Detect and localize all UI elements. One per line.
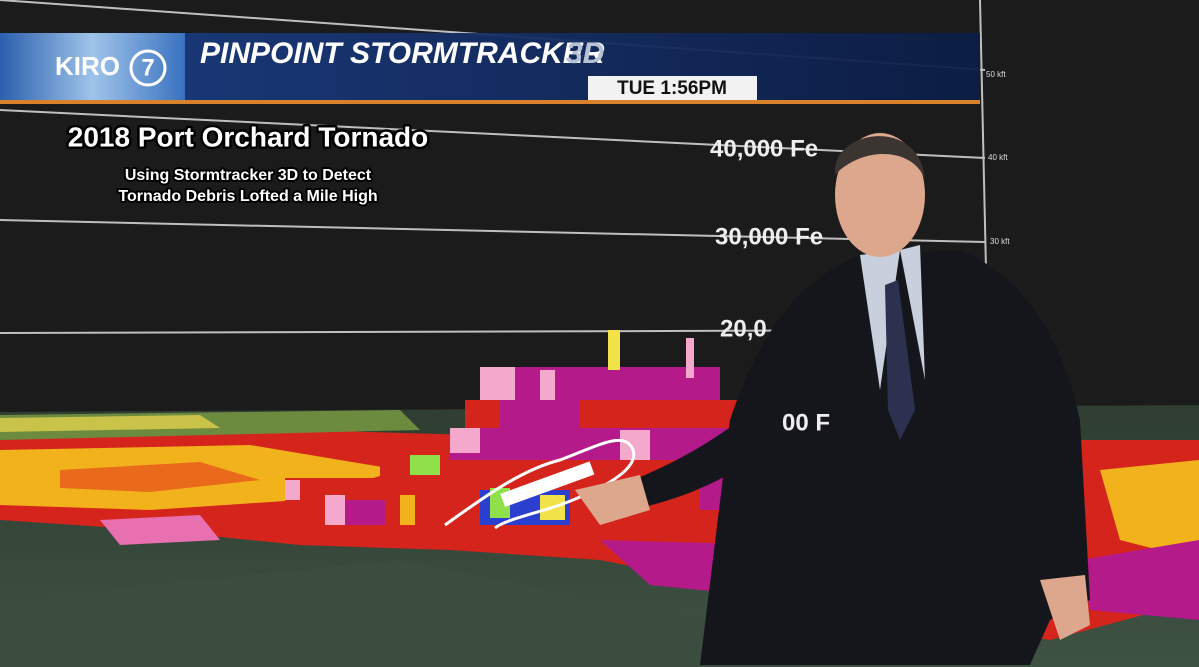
logo-channel: 7 bbox=[141, 54, 154, 81]
altitude-label: 30,000 Fe bbox=[715, 223, 823, 250]
banner-title: PINPOINT STORMTRACKER bbox=[200, 37, 605, 70]
logo-name: KIRO bbox=[55, 51, 120, 81]
debris-outline bbox=[444, 439, 636, 530]
banner-suffix: 3D bbox=[566, 37, 604, 70]
logo-ring bbox=[129, 49, 167, 87]
presenter bbox=[500, 133, 1090, 665]
small-altitude-label: 40 kft bbox=[988, 153, 1008, 162]
altitude-label: 00 F bbox=[782, 409, 830, 436]
logo-box bbox=[0, 33, 185, 100]
caption-title: 2018 Port Orchard Tornado bbox=[68, 121, 428, 152]
small-altitude-label: 30 kft bbox=[990, 237, 1010, 246]
small-altitude-label: 50 kft bbox=[986, 70, 1006, 79]
altitude-label: 40,000 Fe bbox=[710, 135, 818, 162]
banner-rule bbox=[0, 100, 980, 104]
time: TUE 1:56PM bbox=[617, 78, 727, 99]
water bbox=[0, 560, 800, 667]
caption-line: Using Stormtracker 3D to Detect bbox=[125, 167, 372, 184]
caption-line: Tornado Debris Lofted a Mile High bbox=[118, 188, 377, 205]
altitude-label: 20,0 bbox=[720, 315, 767, 342]
time-box bbox=[588, 76, 757, 100]
